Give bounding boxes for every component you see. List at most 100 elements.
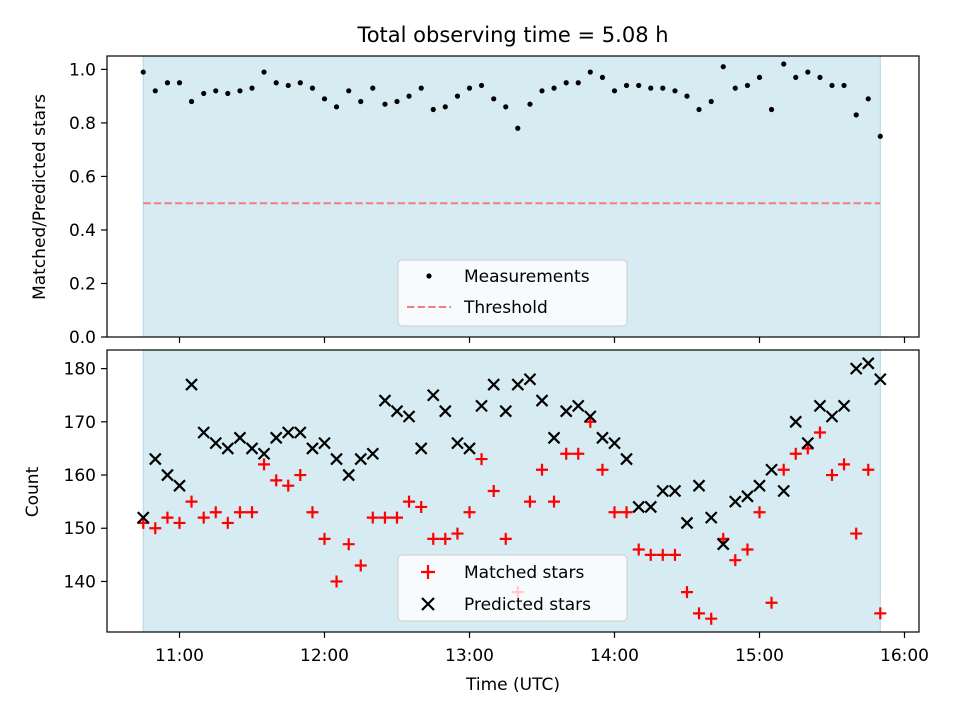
- measurement-point: [877, 133, 883, 139]
- count-y-tick-label: 170: [64, 413, 96, 433]
- matched-star-point: [391, 511, 403, 524]
- predicted-star-point: [523, 372, 537, 386]
- matched-star-point: [475, 453, 488, 466]
- measurement-point: [309, 85, 316, 91]
- count-x-tick-label: 13:00: [445, 646, 494, 666]
- predicted-star-point: [668, 484, 682, 498]
- predicted-star-point: [499, 404, 513, 418]
- predicted-star-point: [777, 484, 790, 498]
- legend-matched-label: Matched stars: [464, 563, 584, 583]
- predicted-star-point: [547, 431, 561, 445]
- measurement-point: [201, 90, 207, 97]
- count-y-tick-label: 140: [64, 572, 96, 592]
- measurement-point: [853, 112, 859, 118]
- ratio-legend: Measurements Threshold: [397, 259, 628, 327]
- count-x-tick-label: 16:00: [880, 646, 929, 666]
- matched-star-point: [330, 575, 343, 588]
- predicted-star-point: [825, 410, 839, 423]
- predicted-star-point: [366, 447, 380, 461]
- matched-star-point: [777, 463, 790, 476]
- matched-star-point: [451, 527, 464, 540]
- ratio-y-axis: 0.0 0.2 0.4 0.6 0.8 1.0: [69, 60, 107, 348]
- measurement-point: [768, 106, 775, 113]
- measurement-points: [140, 61, 883, 139]
- measurement-point: [285, 82, 291, 89]
- predicted-star-point: [801, 436, 815, 450]
- matched-star-point: [548, 495, 561, 508]
- x-axis-label: Time (UTC): [465, 675, 560, 695]
- predicted-star-point: [221, 442, 235, 455]
- measurement-point: [370, 85, 376, 91]
- ratio-y-tick-label: 0.8: [69, 114, 96, 134]
- predicted-star-point: [741, 490, 754, 503]
- measurement-point: [563, 80, 569, 86]
- measurement-point: [515, 125, 521, 131]
- matched-star-point: [161, 511, 174, 524]
- measurement-point: [865, 96, 871, 102]
- matched-star-point: [826, 469, 838, 482]
- matched-star-point: [789, 447, 802, 460]
- measurement-point: [587, 69, 593, 75]
- matched-star-point: [729, 554, 742, 567]
- predicted-star-point: [173, 479, 186, 492]
- predicted-star-point: [849, 362, 863, 375]
- legend-predicted-swatch: [421, 597, 435, 611]
- predicted-star-point: [475, 399, 488, 413]
- matched-stars-points: [137, 415, 887, 625]
- measurement-point: [237, 88, 243, 94]
- measurement-point: [478, 82, 485, 89]
- matched-star-point: [536, 463, 548, 476]
- predicted-star-point: [426, 388, 440, 402]
- predicted-star-point: [559, 404, 573, 418]
- measurement-point: [273, 80, 279, 86]
- measurement-point: [430, 106, 436, 113]
- matched-star-point: [149, 522, 162, 535]
- predicted-star-point: [149, 452, 162, 466]
- measurement-point: [321, 96, 328, 102]
- measurement-point: [793, 74, 799, 81]
- matched-star-point: [354, 559, 367, 572]
- count-x-axis: 11:00 12:00 13:00 14:00 15:00 16:00: [155, 632, 929, 666]
- predicted-star-point: [136, 511, 150, 524]
- predicted-star-point: [680, 516, 694, 530]
- measurement-point: [503, 104, 509, 110]
- matched-star-point: [572, 447, 585, 460]
- predicted-star-point: [789, 415, 803, 429]
- matched-star-point: [366, 511, 379, 524]
- predicted-star-point: [306, 442, 319, 455]
- matched-star-point: [668, 548, 681, 561]
- matched-star-point: [693, 607, 706, 620]
- count-y-tick-label: 160: [64, 466, 96, 486]
- predicted-star-point: [233, 431, 247, 445]
- predicted-star-point: [692, 479, 706, 492]
- measurement-point: [213, 88, 219, 94]
- legend-threshold-label: Threshold: [463, 298, 548, 318]
- measurement-point: [164, 80, 171, 86]
- measurement-point: [188, 98, 195, 105]
- ratio-y-tick-label: 0.2: [69, 274, 96, 294]
- count-x-tick-label: 15:00: [735, 646, 784, 666]
- matched-star-point: [656, 548, 669, 561]
- matched-star-point: [233, 506, 246, 519]
- matched-star-point: [294, 469, 307, 482]
- measurement-point: [756, 74, 763, 81]
- measurement-point: [406, 93, 412, 99]
- measurement-point: [418, 85, 424, 91]
- matched-star-point: [427, 532, 440, 545]
- predicted-star-point: [354, 452, 368, 466]
- measurement-point: [551, 85, 557, 91]
- matched-star-point: [608, 506, 621, 519]
- measurement-point: [672, 88, 678, 94]
- count-x-tick-label: 11:00: [155, 646, 204, 666]
- predicted-star-point: [535, 394, 549, 407]
- measurement-point: [394, 98, 400, 105]
- predicted-star-point: [861, 357, 875, 370]
- figure-title: Total observing time = 5.08 h: [356, 23, 668, 47]
- predicted-star-point: [342, 468, 355, 482]
- measurement-point: [817, 74, 823, 81]
- count-y-tick-label: 180: [64, 360, 96, 380]
- count-y-axis: 140 150 160 170 180: [64, 360, 107, 592]
- ratio-y-tick-label: 1.0: [69, 60, 96, 80]
- measurement-point: [382, 101, 388, 107]
